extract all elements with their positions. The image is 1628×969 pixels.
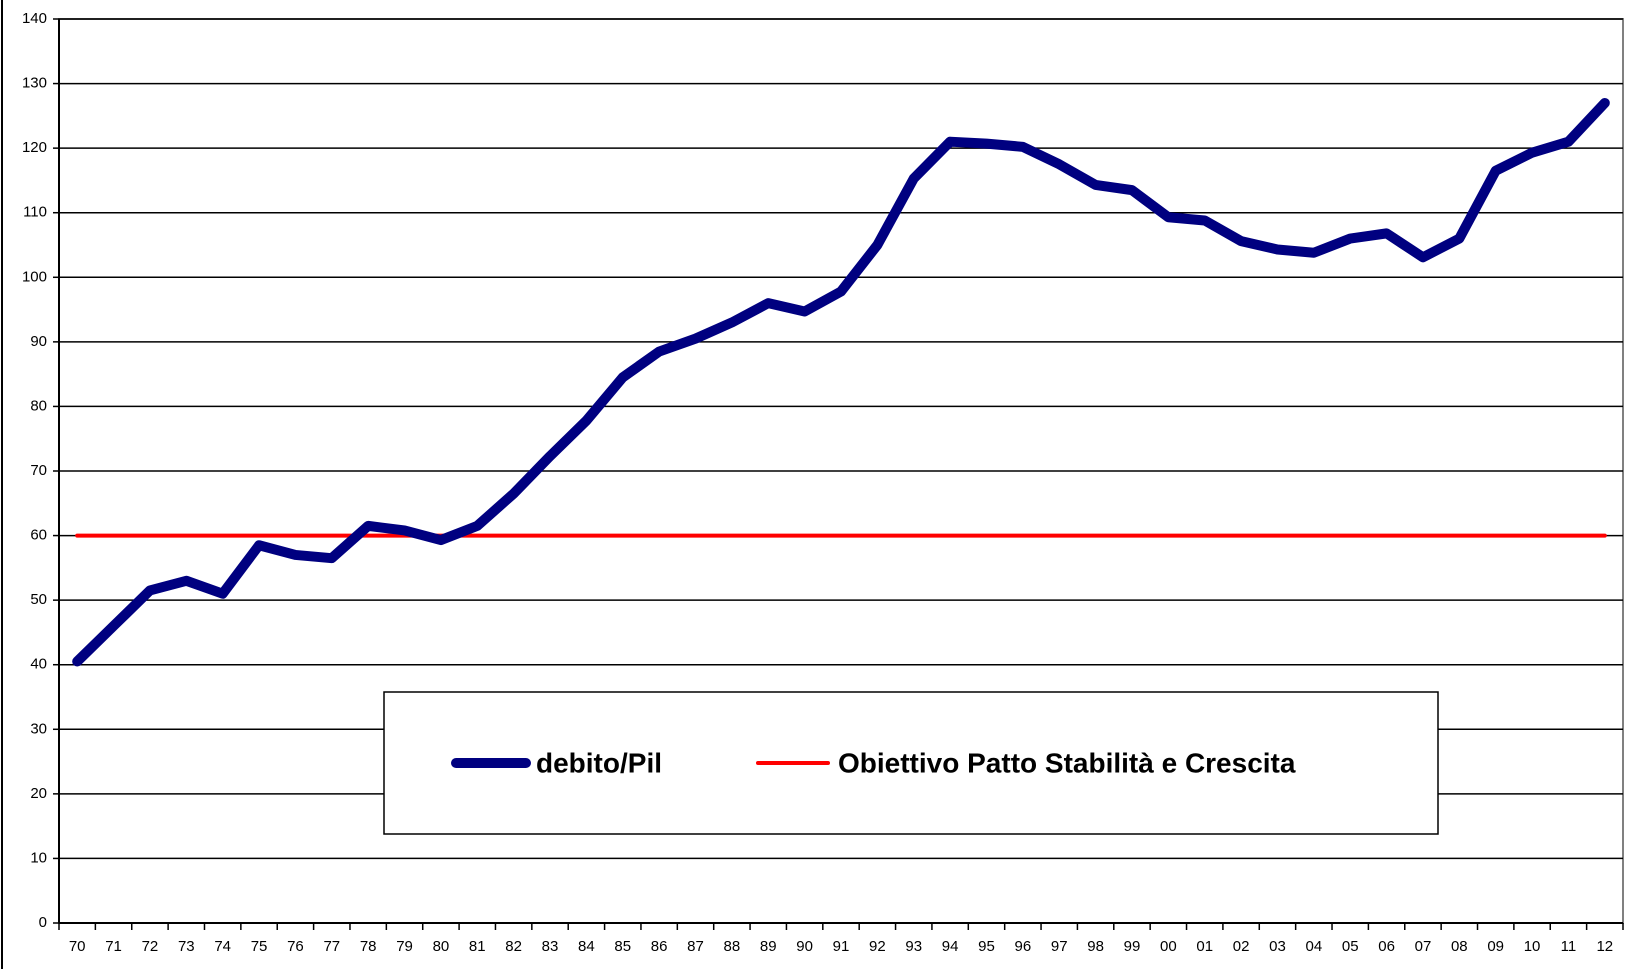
y-tick-label: 40 bbox=[30, 656, 47, 673]
x-tick-label: 02 bbox=[1233, 938, 1250, 955]
x-tick-label: 04 bbox=[1305, 938, 1322, 955]
x-tick-label: 97 bbox=[1051, 938, 1068, 955]
x-tick-label: 06 bbox=[1378, 938, 1395, 955]
x-tick-label: 80 bbox=[433, 938, 450, 955]
x-tick-label: 99 bbox=[1124, 938, 1141, 955]
y-tick-label: 110 bbox=[23, 204, 47, 221]
legend bbox=[383, 691, 1439, 835]
x-tick-label: 81 bbox=[469, 938, 486, 955]
x-tick-label: 98 bbox=[1087, 938, 1104, 955]
x-tick-label: 75 bbox=[251, 938, 268, 955]
x-tick-label: 95 bbox=[978, 938, 995, 955]
x-tick-label: 94 bbox=[942, 938, 959, 955]
x-tick-label: 71 bbox=[105, 938, 122, 955]
x-tick-label: 78 bbox=[360, 938, 377, 955]
x-tick-label: 01 bbox=[1196, 938, 1213, 955]
x-tick-label: 05 bbox=[1342, 938, 1359, 955]
x-tick-label: 92 bbox=[869, 938, 886, 955]
y-tick-label: 80 bbox=[30, 397, 47, 414]
y-tick-label: 90 bbox=[30, 333, 47, 350]
x-tick-label: 11 bbox=[1561, 938, 1577, 955]
y-tick-label: 30 bbox=[30, 720, 47, 737]
x-tick-label: 76 bbox=[287, 938, 304, 955]
x-tick-label: 93 bbox=[905, 938, 922, 955]
x-tick-label: 03 bbox=[1269, 938, 1286, 955]
y-tick-label: 50 bbox=[30, 591, 47, 608]
y-tick-label: 120 bbox=[22, 139, 47, 156]
x-tick-label: 89 bbox=[760, 938, 777, 955]
x-tick-label: 83 bbox=[542, 938, 559, 955]
x-tick-label: 74 bbox=[214, 938, 231, 955]
x-tick-label: 12 bbox=[1596, 938, 1613, 955]
x-tick-label: 86 bbox=[651, 938, 668, 955]
x-tick-label: 73 bbox=[178, 938, 195, 955]
y-tick-label: 10 bbox=[30, 849, 47, 866]
legend-label: Obiettivo Patto Stabilità e Crescita bbox=[838, 747, 1296, 778]
x-tick-label: 70 bbox=[69, 938, 86, 955]
x-tick-label: 79 bbox=[396, 938, 413, 955]
y-tick-label: 140 bbox=[22, 10, 47, 27]
x-tick-label: 09 bbox=[1487, 938, 1504, 955]
y-tick-label: 0 bbox=[39, 914, 47, 931]
x-tick-label: 07 bbox=[1415, 938, 1432, 955]
x-tick-label: 08 bbox=[1451, 938, 1468, 955]
y-tick-label: 20 bbox=[30, 785, 47, 802]
x-tick-label: 87 bbox=[687, 938, 704, 955]
x-tick-label: 82 bbox=[505, 938, 522, 955]
y-tick-label: 130 bbox=[22, 75, 47, 92]
legend-label: debito/Pil bbox=[536, 747, 662, 778]
x-tick-label: 00 bbox=[1160, 938, 1177, 955]
x-tick-label: 90 bbox=[796, 938, 813, 955]
y-tick-label: 100 bbox=[22, 268, 47, 285]
x-tick-label: 84 bbox=[578, 938, 595, 955]
y-tick-label: 60 bbox=[30, 527, 47, 544]
x-tick-label: 96 bbox=[1015, 938, 1032, 955]
x-tick-label: 91 bbox=[833, 938, 850, 955]
x-tick-label: 88 bbox=[724, 938, 741, 955]
x-tick-label: 72 bbox=[142, 938, 159, 955]
x-tick-label: 77 bbox=[323, 938, 340, 955]
y-tick-label: 70 bbox=[30, 462, 47, 479]
x-tick-label: 10 bbox=[1524, 938, 1541, 955]
x-tick-label: 85 bbox=[614, 938, 631, 955]
series-line bbox=[72, 97, 1610, 667]
